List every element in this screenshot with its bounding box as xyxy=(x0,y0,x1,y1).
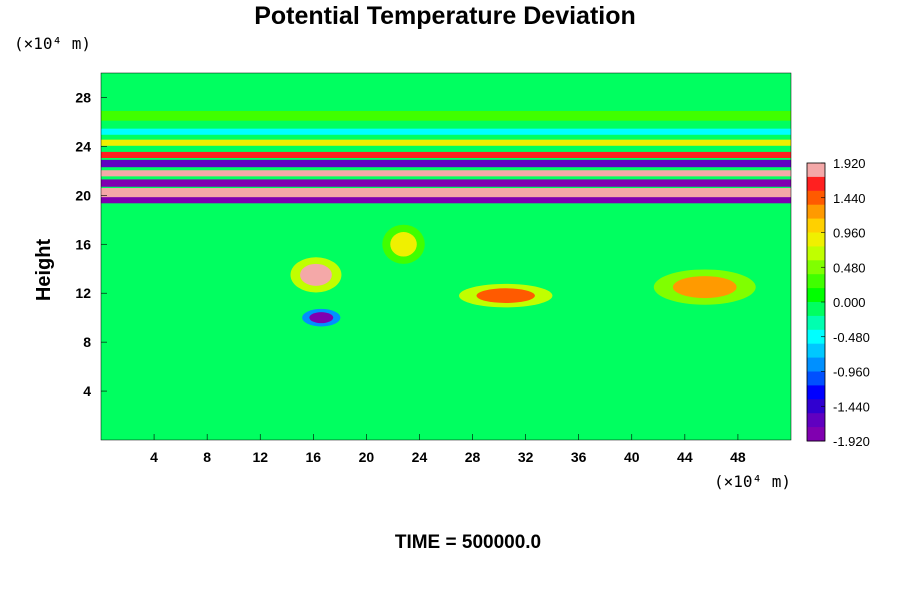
colorbar-swatch xyxy=(807,274,825,289)
colorbar-swatch xyxy=(807,343,825,359)
colorbar-tick-label: 1.920 xyxy=(833,156,866,171)
field-band xyxy=(101,110,791,121)
field-feature xyxy=(300,263,332,286)
colorbar-swatch xyxy=(807,399,825,414)
x-axis-ticks: 4 8 12 16 20 24 28 32 36 40 44 48 xyxy=(150,434,746,465)
time-label: TIME = 500000.0 xyxy=(395,532,541,553)
x-tick-label: 16 xyxy=(306,449,322,465)
field-band xyxy=(101,139,791,146)
field-feature xyxy=(309,312,334,324)
colorbar-tick-label: -1.920 xyxy=(833,434,870,449)
y-unit-label: (×10⁴ m) xyxy=(14,34,91,53)
plot-background xyxy=(101,73,791,440)
x-tick-label: 12 xyxy=(252,449,268,465)
y-tick-label: 8 xyxy=(83,334,91,350)
colorbar-tick-label: 0.000 xyxy=(833,295,866,310)
x-tick-label: 28 xyxy=(465,449,481,465)
x-unit-label: (×10⁴ m) xyxy=(714,472,791,491)
colorbar-swatch xyxy=(807,371,825,386)
field-features xyxy=(290,224,756,327)
colorbar-swatch xyxy=(807,190,825,206)
colorbar-tick-label: -0.960 xyxy=(833,365,870,380)
x-tick-label: 20 xyxy=(359,449,375,465)
colorbar-tick-label: -0.480 xyxy=(833,330,870,345)
colorbar-swatch xyxy=(807,246,825,261)
colorbar-swatch xyxy=(807,329,825,345)
y-tick-label: 28 xyxy=(75,89,91,105)
colorbar-swatch xyxy=(807,204,825,220)
x-tick-label: 8 xyxy=(203,449,211,465)
colorbar-tick-label: 1.440 xyxy=(833,191,866,206)
colorbar-swatch xyxy=(807,260,825,275)
y-tick-label: 24 xyxy=(75,138,91,154)
colorbar-swatch xyxy=(807,413,825,428)
x-tick-label: 44 xyxy=(677,449,693,465)
colorbar-swatch xyxy=(807,357,825,372)
x-tick-label: 32 xyxy=(518,449,534,465)
field-bands xyxy=(101,110,791,204)
field-feature xyxy=(476,288,535,303)
field-feature xyxy=(390,232,417,257)
colorbar-swatch xyxy=(807,315,825,331)
x-tick-label: 36 xyxy=(571,449,587,465)
field-band xyxy=(101,170,791,177)
field-band xyxy=(101,128,791,135)
x-tick-label: 48 xyxy=(730,449,746,465)
y-axis-ticks: 4 8 12 16 20 24 28 xyxy=(75,89,107,399)
y-tick-label: 20 xyxy=(75,187,91,203)
chart-title: Potential Temperature Deviation xyxy=(254,2,636,30)
plot-frame xyxy=(100,72,792,441)
field-feature xyxy=(672,276,737,299)
x-tick-label: 24 xyxy=(412,449,428,465)
colorbar-swatch xyxy=(807,385,825,400)
colorbar-swatch xyxy=(807,288,825,303)
y-axis-label: Height xyxy=(33,239,55,302)
colorbar-swatch xyxy=(807,176,825,192)
colorbar-tick-label: 0.480 xyxy=(833,260,866,275)
y-tick-label: 12 xyxy=(75,285,91,301)
x-tick-label: 4 xyxy=(150,449,158,465)
field-band xyxy=(101,197,791,204)
colorbar-swatch xyxy=(807,427,825,442)
colorbar-tick-label: -1.440 xyxy=(833,399,870,414)
y-tick-label: 16 xyxy=(75,236,91,252)
field-band xyxy=(101,159,791,168)
field-band xyxy=(101,179,791,187)
y-tick-label: 4 xyxy=(83,383,91,399)
colorbar-tick-label: 0.960 xyxy=(833,226,866,241)
x-tick-label: 40 xyxy=(624,449,640,465)
plot-area xyxy=(100,72,792,441)
field-band xyxy=(101,187,791,198)
colorbar-swatch xyxy=(807,232,825,247)
colorbar: 1.920 1.440 0.960 0.480 0.000 -0.480 -0.960 -1.… xyxy=(806,156,870,449)
field-band xyxy=(101,151,791,159)
colorbar-swatch xyxy=(807,302,825,317)
colorbar-swatch xyxy=(807,218,825,233)
colorbar-swatch xyxy=(807,163,825,178)
